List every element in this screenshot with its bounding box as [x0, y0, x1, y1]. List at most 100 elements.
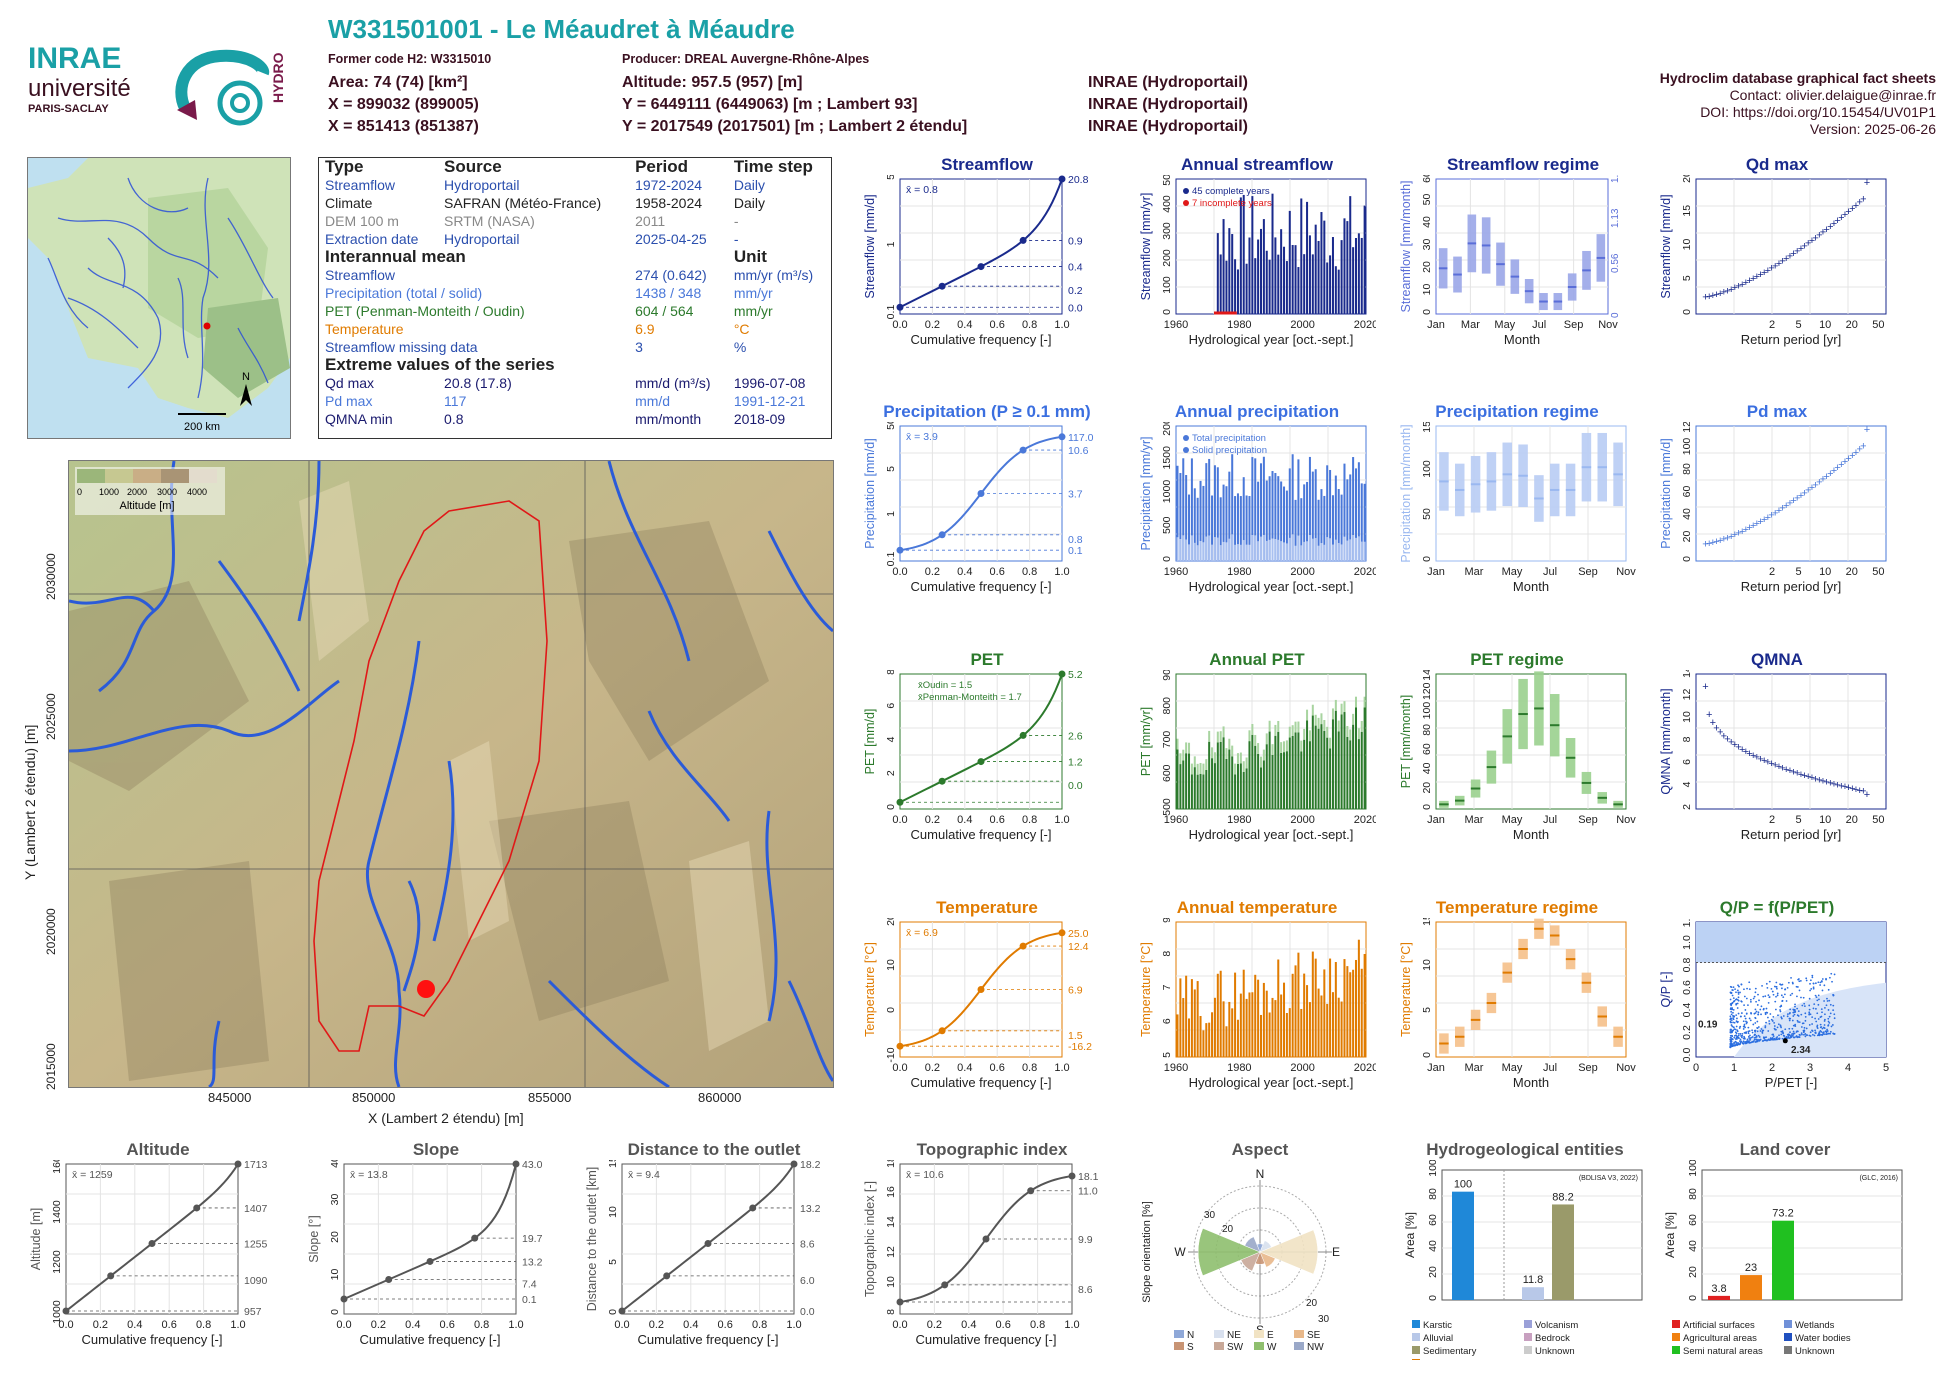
data-point: [1814, 994, 1817, 997]
data-point: [1734, 1044, 1737, 1047]
y-axis-label: Streamflow [mm/d]: [863, 194, 877, 298]
y-axis-label: QMNA [mm/month]: [1659, 688, 1673, 794]
annual-bar: [1283, 486, 1286, 561]
data-point: [1747, 1032, 1750, 1035]
data-point: [1791, 1027, 1794, 1030]
x-tick-label: 2: [1769, 566, 1775, 578]
data-point: +: [1856, 197, 1862, 209]
solid-precip-bar: [1196, 545, 1199, 561]
right-tick-label: 6.0: [800, 1275, 815, 1287]
data-point: [1832, 1004, 1835, 1007]
x-axis-label: Month: [1513, 827, 1549, 842]
data-point: [1832, 993, 1834, 996]
data-point: +: [1820, 227, 1826, 239]
data-point: +: [1732, 529, 1738, 541]
y-tick-label: 500: [1161, 175, 1173, 186]
solid-precip-bar: [1349, 539, 1352, 561]
solid-precip-bar: [1202, 542, 1205, 561]
right-tick-label: 19.7: [522, 1233, 543, 1245]
lambert2e-source: INRAE (Hydroportail): [1088, 118, 1248, 135]
x-axis-label: Cumulative frequency [-]: [911, 827, 1052, 842]
data-point: [1754, 1022, 1757, 1024]
y-tick-label: 100: [1681, 438, 1693, 456]
annual-bar: [1239, 496, 1242, 561]
y-axis-label: Q/P [-]: [1659, 972, 1673, 1008]
data-point: [1776, 992, 1779, 995]
annual-bar: [1334, 266, 1337, 314]
y-tick-label: 1200: [51, 1250, 63, 1274]
x-tick-label: 20: [1846, 814, 1858, 826]
pet-pm-bar: [1323, 719, 1326, 731]
data-point: [1786, 1033, 1789, 1036]
data-point: [1730, 1013, 1733, 1016]
data-point: [1814, 1017, 1817, 1020]
annual-bar: [1331, 992, 1334, 1057]
data-point: [1760, 1005, 1763, 1008]
doi-link[interactable]: DOI: https://doi.org/10.15454/UV01P1: [1700, 104, 1936, 120]
data-point: [1767, 1001, 1770, 1004]
data-point: [1747, 1030, 1750, 1033]
annual-bar: [1360, 731, 1363, 809]
data-point: [1794, 1003, 1796, 1006]
legend-swatch: [1524, 1333, 1532, 1341]
data-point: +: [1728, 531, 1734, 543]
data-point: [1801, 1004, 1804, 1007]
data-point: [1748, 1037, 1750, 1039]
y-tick-label: 20: [1421, 782, 1433, 794]
annual-bar: [1239, 197, 1242, 314]
data-point: +: [1739, 526, 1745, 538]
data-point: [1809, 989, 1811, 992]
data-point: [1824, 1018, 1826, 1021]
plot-frame: [1175, 921, 1367, 1058]
annual-bar: [1254, 745, 1257, 809]
row-step: Daily: [733, 195, 765, 211]
data-point: [1736, 1007, 1739, 1009]
logo-universite-text: université: [28, 75, 131, 102]
solid-precip-bar: [1314, 538, 1317, 561]
annual-bar: [1259, 463, 1262, 561]
data-point: [1771, 990, 1774, 993]
annual-bar: [1354, 707, 1357, 809]
data-point: +: [1823, 471, 1829, 483]
x-tick-label: Jul: [1543, 1062, 1557, 1074]
chart-svg: 1960 1980 2000 20200500100015002000Hydrolog…: [1139, 412, 1378, 594]
alt-tick: 0: [77, 487, 82, 497]
annual-bar: [1236, 269, 1239, 314]
data-point: [1756, 1020, 1759, 1023]
data-point: [1735, 1036, 1738, 1039]
data-point: [1737, 984, 1739, 987]
row-period: 1958-2024: [635, 195, 703, 211]
solid-precip-bar: [1288, 537, 1291, 561]
data-point: [1744, 1031, 1747, 1034]
right-tick-label: 1713: [244, 1160, 268, 1171]
pet-pm-bar: [1259, 756, 1262, 768]
plot-frame: [343, 1163, 517, 1315]
pet-pm-bar: [1251, 724, 1254, 735]
data-point: +: [1739, 744, 1745, 756]
annual-bar: [1248, 992, 1251, 1057]
altitude-legend: 0 1000 2000 3000 4000 Altitude [m]: [77, 469, 217, 512]
x-tick-label: 0.4: [957, 1062, 972, 1074]
bar-value-label: 88.2: [1552, 1191, 1573, 1203]
x-tick-label: May: [1502, 1062, 1523, 1074]
x-tick-label: Jan: [1427, 1062, 1445, 1074]
data-point: [1786, 1037, 1789, 1040]
annual-bar: [1248, 741, 1251, 809]
y-tick-label: 10: [607, 1206, 619, 1218]
data-point: [1747, 1004, 1749, 1007]
data-point: [1738, 1043, 1741, 1046]
y-tick-label: 60: [1421, 175, 1433, 183]
row-step: Daily: [733, 177, 765, 193]
pet-pm-bar: [1242, 761, 1245, 773]
x-tick-label: Jan: [1427, 814, 1445, 826]
legend-swatch: [1672, 1320, 1680, 1328]
data-point: [1740, 1040, 1743, 1043]
chart-title: Aspect: [1231, 1140, 1289, 1159]
data-point: [1821, 1011, 1823, 1014]
data-point: +: [1842, 456, 1848, 468]
chart-title: Hydrogeological entities: [1426, 1140, 1624, 1159]
y-tick-label: 5: [885, 175, 897, 180]
map-xtick: 850000: [352, 1090, 396, 1105]
db-title: Hydroclim database graphical fact sheets: [1659, 70, 1936, 86]
data-point: +: [1743, 524, 1749, 536]
